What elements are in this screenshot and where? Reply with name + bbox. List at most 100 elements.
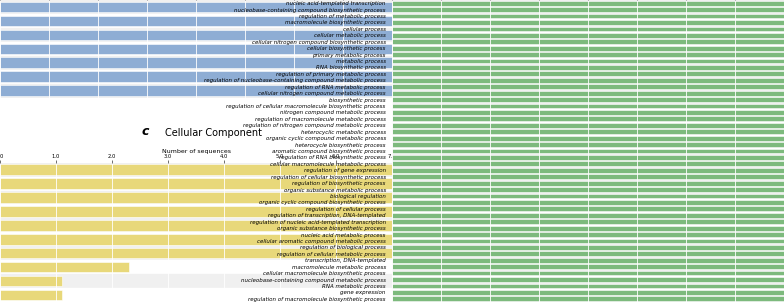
Bar xyxy=(0,290,62,300)
Bar xyxy=(392,46,784,51)
Bar xyxy=(392,19,784,26)
Bar xyxy=(392,141,784,148)
Bar xyxy=(0,42,392,56)
Bar xyxy=(392,239,784,243)
Bar xyxy=(392,207,784,211)
Bar xyxy=(0,262,129,272)
Bar xyxy=(392,283,784,289)
Bar xyxy=(392,122,784,129)
Bar xyxy=(392,289,784,296)
Bar xyxy=(392,39,784,45)
Bar xyxy=(392,226,784,230)
Bar xyxy=(392,59,784,63)
Bar xyxy=(392,194,784,198)
Bar xyxy=(392,7,784,12)
Bar xyxy=(0,274,392,288)
Bar xyxy=(392,6,784,13)
Bar xyxy=(0,177,392,191)
Bar xyxy=(392,149,784,153)
Bar xyxy=(392,20,784,25)
Bar xyxy=(392,174,784,179)
Bar xyxy=(0,56,392,70)
Bar xyxy=(392,77,784,84)
Bar xyxy=(392,78,784,83)
Bar xyxy=(392,33,784,38)
Bar xyxy=(392,277,784,282)
Bar xyxy=(392,180,784,186)
Bar xyxy=(392,123,784,128)
Bar xyxy=(392,270,784,276)
Bar xyxy=(392,32,784,39)
Bar xyxy=(392,116,784,122)
Bar xyxy=(392,232,784,237)
Bar xyxy=(0,43,392,54)
Bar xyxy=(392,103,784,109)
Bar xyxy=(392,225,784,231)
Bar xyxy=(392,218,784,225)
Bar xyxy=(392,90,784,96)
Bar xyxy=(392,72,784,76)
Bar xyxy=(0,70,392,84)
Bar xyxy=(392,129,784,134)
Bar xyxy=(0,71,392,82)
Bar xyxy=(0,178,392,189)
Bar xyxy=(0,260,392,274)
Bar xyxy=(392,238,784,244)
Bar xyxy=(392,187,784,192)
Bar xyxy=(392,181,784,185)
Bar xyxy=(392,200,784,205)
Bar xyxy=(0,206,392,217)
Bar xyxy=(392,84,784,89)
Bar xyxy=(392,136,784,140)
Bar xyxy=(0,204,392,218)
Bar xyxy=(392,264,784,269)
Bar xyxy=(392,14,784,18)
Bar xyxy=(392,251,784,256)
Bar xyxy=(392,1,784,6)
Bar xyxy=(392,271,784,275)
Bar xyxy=(392,173,784,180)
Bar xyxy=(392,257,784,263)
Bar xyxy=(0,30,392,40)
Bar xyxy=(392,154,784,161)
Bar xyxy=(392,39,784,44)
Bar xyxy=(0,14,392,28)
Bar xyxy=(392,296,784,302)
Bar xyxy=(392,296,784,301)
Bar xyxy=(392,129,784,135)
Bar xyxy=(392,148,784,154)
Bar xyxy=(392,244,784,251)
Bar xyxy=(392,193,784,199)
Bar xyxy=(392,284,784,288)
Bar xyxy=(0,57,392,68)
Bar xyxy=(392,206,784,212)
Bar xyxy=(392,135,784,141)
Bar xyxy=(392,161,784,167)
Bar xyxy=(0,0,392,14)
Bar xyxy=(392,162,784,166)
Bar xyxy=(392,26,784,32)
Text: Cellular Component: Cellular Component xyxy=(165,127,262,138)
Bar xyxy=(392,212,784,218)
Bar xyxy=(392,168,784,173)
Bar xyxy=(0,2,392,12)
Bar xyxy=(392,96,784,103)
Bar xyxy=(0,288,392,302)
Bar xyxy=(0,85,392,96)
Bar xyxy=(392,0,784,6)
Bar xyxy=(392,65,784,70)
Bar xyxy=(0,192,392,203)
Bar xyxy=(392,213,784,218)
Bar xyxy=(392,117,784,121)
Bar xyxy=(0,28,392,42)
Bar xyxy=(392,167,784,173)
Text: c: c xyxy=(142,125,149,138)
Bar xyxy=(392,186,784,193)
Bar xyxy=(0,218,392,232)
Bar xyxy=(392,245,784,250)
Bar xyxy=(392,97,784,102)
X-axis label: Number of sequences: Number of sequences xyxy=(162,149,230,154)
Bar xyxy=(0,163,392,177)
Bar xyxy=(392,58,784,64)
Bar xyxy=(392,84,784,90)
